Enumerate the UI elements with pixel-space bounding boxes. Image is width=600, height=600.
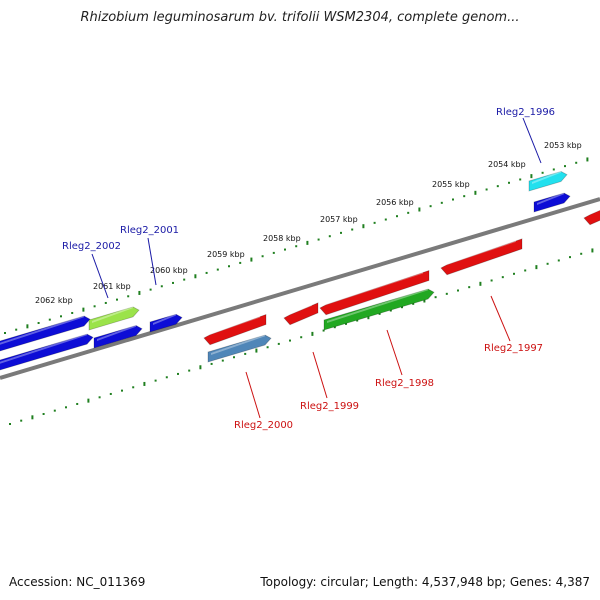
gene-arrow[interactable]	[0, 333, 94, 373]
gene-label[interactable]: Rleg2_2000	[234, 420, 293, 431]
gene-arrow[interactable]	[533, 192, 571, 213]
scale-label: 2059 kbp	[207, 250, 245, 259]
inner-tick-ring	[9, 248, 594, 425]
gene-label[interactable]: Rleg2_1997	[484, 343, 543, 354]
gene-label[interactable]: Rleg2_2001	[120, 225, 179, 236]
label-leader-line	[91, 253, 109, 299]
scale-label: 2053 kbp	[544, 141, 582, 150]
scale-label: 2055 kbp	[432, 180, 470, 189]
genome-title: Rhizobium leguminosarum bv. trifolii WSM…	[80, 10, 520, 25]
gene-arrow[interactable]	[583, 204, 600, 226]
gene-arrow-rleg2-2002[interactable]	[88, 306, 140, 331]
scale-label: 2057 kbp	[320, 215, 358, 224]
gene-arrow-rleg2-2001[interactable]	[149, 313, 183, 333]
genome-backbone	[0, 197, 600, 380]
genome-summary: Topology: circular; Length: 4,537,948 bp…	[260, 575, 590, 589]
gene-arrow[interactable]	[93, 324, 143, 349]
label-leader-line	[245, 371, 261, 419]
gene-arrow-rleg2-1998[interactable]	[323, 288, 435, 331]
scale-label: 2062 kbp	[35, 296, 73, 305]
gene-arrow-rleg2-2000[interactable]	[207, 334, 272, 363]
scale-label: 2060 kbp	[150, 266, 188, 275]
gene-arrow[interactable]	[0, 315, 91, 354]
accession: Accession: NC_011369	[9, 575, 146, 589]
scale-label: 2061 kbp	[93, 282, 131, 291]
label-leader-line	[522, 117, 542, 164]
gene-label[interactable]: Rleg2_1999	[300, 401, 359, 412]
gene-arrow-rleg2-1997[interactable]	[440, 238, 523, 276]
label-leader-line	[386, 329, 403, 376]
gene-arrow-rleg2-1996[interactable]	[528, 170, 568, 192]
label-leader-line	[147, 237, 157, 286]
gene-label[interactable]: Rleg2_1998	[375, 378, 434, 389]
gene-arrow-rleg2-1999[interactable]	[283, 302, 319, 326]
scale-label: 2054 kbp	[488, 160, 526, 169]
gene-arrow[interactable]	[319, 269, 430, 316]
outer-tick-ring	[4, 157, 589, 334]
gene-label[interactable]: Rleg2_2002	[62, 241, 121, 252]
scale-label: 2056 kbp	[376, 198, 414, 207]
scale-label: 2058 kbp	[263, 234, 301, 243]
label-leader-line	[312, 351, 328, 399]
gene-label[interactable]: Rleg2_1996	[496, 107, 555, 118]
label-leader-line	[490, 295, 511, 342]
gene-arrow[interactable]	[203, 313, 267, 346]
